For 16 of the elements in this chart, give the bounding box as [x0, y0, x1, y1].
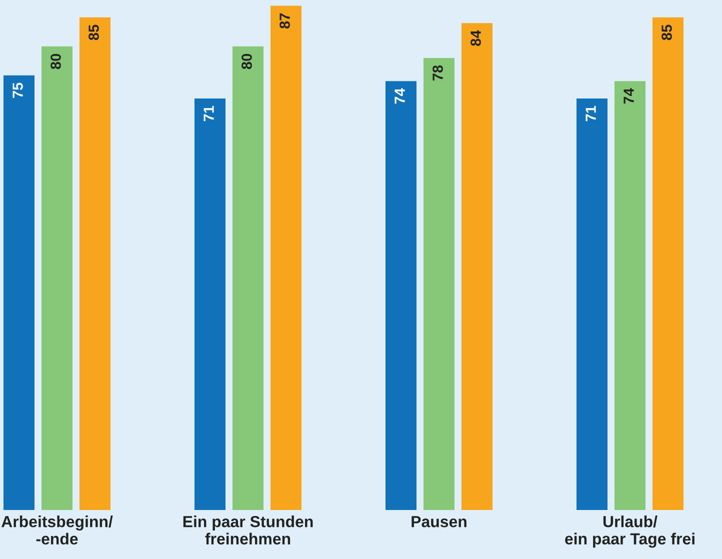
data-label: 71: [586, 106, 596, 122]
data-label: 71: [204, 106, 214, 122]
x-tick-label: Urlaub/ ein paar Tage frei: [565, 516, 694, 548]
data-label: 80: [50, 54, 61, 70]
data-label: 75: [12, 82, 23, 98]
data-label: 87: [280, 13, 290, 29]
data-label: 74: [624, 88, 634, 104]
data-label: 85: [662, 24, 672, 40]
data-label: 74: [394, 88, 405, 104]
data-label: 85: [88, 24, 99, 40]
data-label: 78: [432, 65, 443, 80]
x-tick-label: Arbeitsbeginn/ -ende: [1, 516, 113, 545]
data-label: 80: [242, 54, 252, 70]
data-label: 84: [470, 30, 481, 46]
x-tick-label: Pausen: [412, 516, 466, 528]
x-tick-label: Ein paar Stunden freinehmen: [183, 516, 313, 544]
